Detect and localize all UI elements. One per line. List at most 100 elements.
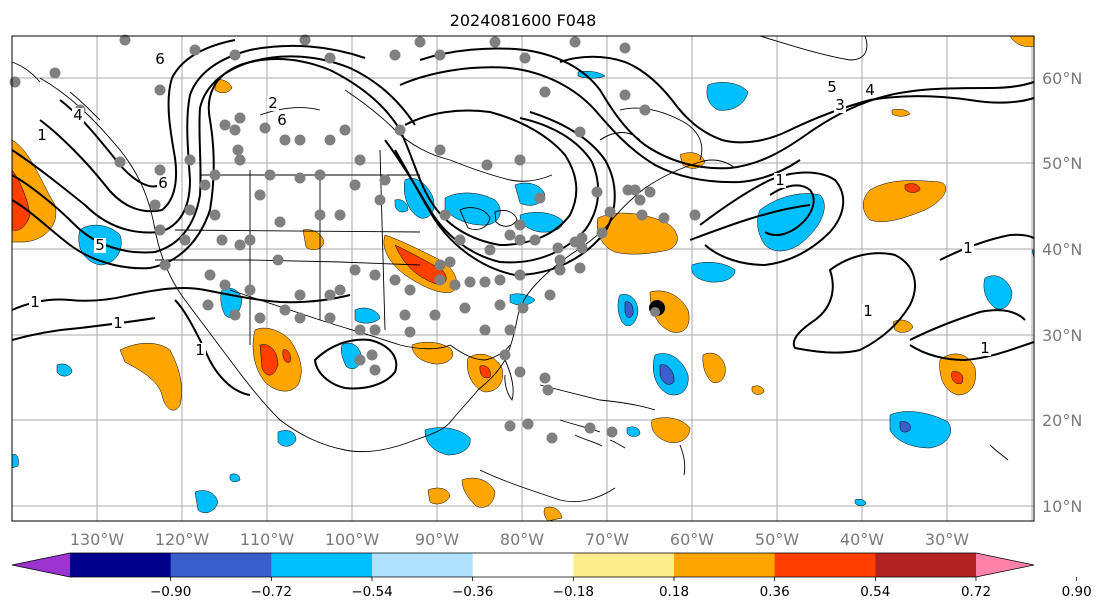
station-dot bbox=[529, 234, 541, 246]
contour-label: 6 bbox=[155, 50, 165, 68]
contour-label: 3 bbox=[835, 96, 845, 114]
station-dot bbox=[404, 284, 416, 296]
station-dot bbox=[244, 284, 256, 296]
station-dot bbox=[324, 312, 336, 324]
station-dot bbox=[514, 154, 526, 166]
colorbar-tick-label: 0.36 bbox=[760, 584, 790, 600]
colorbar-segment bbox=[472, 553, 574, 577]
longitude-label: 130°W bbox=[70, 530, 125, 549]
longitude-label: 50°W bbox=[755, 530, 799, 549]
contour-label-bg bbox=[276, 113, 288, 128]
station-dot bbox=[622, 184, 634, 196]
shaded-anomaly-fields bbox=[11, 35, 1035, 522]
station-dot bbox=[334, 284, 346, 296]
station-dot bbox=[299, 34, 311, 46]
station-dot bbox=[414, 36, 426, 48]
station-dot bbox=[369, 324, 381, 336]
station-dot bbox=[259, 122, 271, 134]
station-dot bbox=[514, 366, 526, 378]
station-dot bbox=[209, 169, 221, 181]
colorbar-segment bbox=[372, 553, 474, 577]
station-dot bbox=[314, 169, 326, 181]
colorbar-tick-label: 0.90 bbox=[1062, 584, 1092, 600]
station-dot bbox=[546, 432, 558, 444]
station-dot bbox=[522, 418, 534, 430]
station-dot bbox=[504, 324, 516, 336]
station-dot bbox=[658, 212, 670, 224]
station-dot bbox=[324, 134, 336, 146]
colorbar-tick-label: −0.72 bbox=[251, 584, 292, 600]
station-dot bbox=[479, 276, 491, 288]
contour-label: 5 bbox=[827, 78, 837, 96]
station-dot bbox=[279, 304, 291, 316]
contour-label: 4 bbox=[73, 106, 83, 124]
station-dot bbox=[244, 234, 256, 246]
station-dot bbox=[574, 126, 586, 138]
colorbar-tick-label: 0.72 bbox=[961, 584, 991, 600]
station-dot bbox=[354, 354, 366, 366]
colorbar-tick-label: −0.54 bbox=[351, 584, 392, 600]
contour-label: 1 bbox=[980, 339, 990, 357]
colorbar-over-arrow bbox=[976, 553, 1034, 577]
station-dot bbox=[434, 259, 446, 271]
station-dot bbox=[489, 36, 501, 48]
station-dot bbox=[504, 420, 516, 432]
colorbar-segment bbox=[573, 553, 675, 577]
station-dot bbox=[184, 204, 196, 216]
station-dot bbox=[504, 229, 516, 241]
contour-label-bg bbox=[194, 343, 206, 358]
station-dot bbox=[349, 264, 361, 276]
station-dot bbox=[389, 274, 401, 286]
longitude-label: 100°W bbox=[325, 530, 380, 549]
latitude-label: 50°N bbox=[1042, 154, 1082, 173]
longitude-label: 70°W bbox=[585, 530, 629, 549]
station-dot bbox=[369, 364, 381, 376]
station-dot bbox=[154, 84, 166, 96]
contour-label: 2 bbox=[268, 94, 278, 112]
latitude-label: 10°N bbox=[1042, 497, 1082, 516]
station-dot bbox=[229, 49, 241, 61]
station-dot bbox=[434, 49, 446, 61]
station-dot bbox=[234, 154, 246, 166]
observation-stations bbox=[9, 34, 701, 444]
station-dot bbox=[294, 289, 306, 301]
station-dot bbox=[314, 209, 326, 221]
station-dot bbox=[404, 326, 416, 338]
station-dot bbox=[234, 112, 246, 124]
station-dot bbox=[349, 179, 361, 191]
latitude-label: 30°N bbox=[1042, 326, 1082, 345]
station-dot bbox=[334, 209, 346, 221]
station-dot bbox=[229, 309, 241, 321]
station-dot bbox=[434, 274, 446, 286]
latitude-label: 20°N bbox=[1042, 411, 1082, 430]
station-dot bbox=[154, 224, 166, 236]
station-dot bbox=[569, 36, 581, 48]
negative-anomaly-areas bbox=[11, 70, 1035, 513]
contour-label-bg bbox=[862, 304, 874, 319]
longitude-label: 30°W bbox=[925, 530, 969, 549]
contour-label: 4 bbox=[865, 81, 875, 99]
station-dot bbox=[264, 169, 276, 181]
colorbar-tick-label: −0.36 bbox=[452, 584, 493, 600]
station-dot bbox=[374, 194, 386, 206]
station-dot bbox=[114, 156, 126, 168]
colorbar-tick-label: −0.90 bbox=[150, 584, 191, 600]
station-dot bbox=[554, 264, 566, 276]
contour-label: 1 bbox=[195, 341, 205, 359]
station-dot bbox=[234, 239, 246, 251]
station-dot bbox=[604, 206, 616, 218]
station-dot bbox=[454, 234, 466, 246]
station-dot bbox=[514, 269, 526, 281]
station-dot bbox=[444, 256, 456, 268]
station-dot bbox=[354, 154, 366, 166]
contour-label-bg bbox=[826, 80, 838, 95]
station-dot bbox=[149, 199, 161, 211]
station-dot bbox=[439, 209, 451, 221]
station-dot bbox=[399, 309, 411, 321]
station-dot bbox=[119, 34, 131, 46]
colorbar-outline bbox=[11, 552, 1035, 578]
station-dot bbox=[481, 159, 493, 171]
contour-label-bg bbox=[774, 173, 786, 188]
contour-label-bg bbox=[94, 238, 106, 253]
station-dot bbox=[219, 119, 231, 131]
